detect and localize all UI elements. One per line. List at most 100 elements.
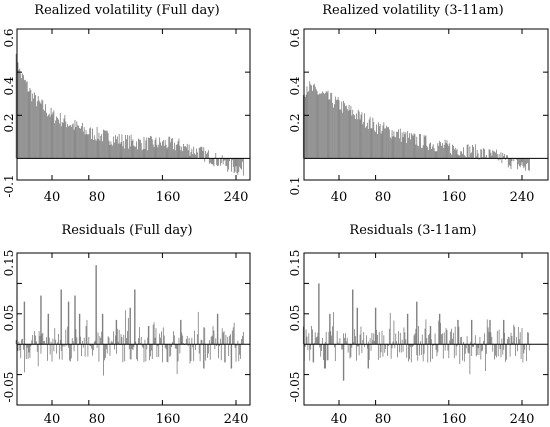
bar — [517, 344, 518, 352]
bar — [84, 344, 86, 357]
bar — [129, 307, 131, 345]
bar — [353, 114, 355, 159]
bar — [407, 131, 409, 159]
bar — [98, 132, 100, 159]
bar — [234, 344, 236, 348]
bar — [128, 135, 130, 159]
bar — [222, 158, 224, 165]
bar — [332, 102, 334, 159]
bar — [450, 331, 452, 345]
bar — [360, 326, 362, 345]
bar — [394, 136, 396, 159]
bar — [506, 155, 508, 159]
bar — [501, 338, 503, 345]
bar — [314, 86, 316, 159]
bar — [99, 336, 101, 345]
bar — [144, 148, 146, 159]
bar — [404, 332, 406, 345]
bar — [60, 344, 62, 351]
bar — [311, 325, 312, 345]
bar — [138, 139, 140, 159]
bar — [474, 343, 475, 345]
bar — [74, 295, 76, 345]
bar — [477, 344, 479, 349]
bar — [177, 141, 179, 159]
bar — [173, 331, 174, 345]
bar — [490, 152, 492, 159]
bar — [435, 151, 437, 159]
bar — [462, 344, 463, 361]
bar — [482, 157, 484, 159]
bar — [182, 335, 184, 345]
bar — [421, 147, 423, 159]
bar — [388, 129, 390, 159]
bar — [495, 344, 496, 356]
bar — [199, 147, 201, 159]
bar — [240, 158, 242, 169]
bar — [129, 344, 131, 360]
bar — [429, 143, 430, 159]
bar — [313, 342, 315, 345]
bar — [381, 130, 383, 159]
bar — [370, 344, 372, 351]
bar — [403, 327, 405, 345]
bar — [337, 342, 339, 345]
bar — [184, 146, 185, 159]
bar — [64, 114, 66, 159]
bar — [130, 134, 132, 159]
bar — [220, 158, 222, 163]
bar — [506, 344, 507, 360]
bar — [444, 344, 446, 351]
bar — [152, 144, 154, 159]
bar — [160, 337, 161, 345]
bar — [100, 338, 102, 345]
bar — [239, 344, 241, 355]
bar — [515, 344, 517, 357]
bar — [170, 344, 172, 356]
bar — [228, 344, 230, 356]
bar — [133, 344, 135, 348]
bar — [46, 116, 48, 159]
bar — [419, 133, 420, 159]
bar — [28, 344, 30, 353]
bar — [443, 144, 445, 159]
bar — [469, 344, 471, 375]
bar — [351, 115, 353, 159]
bar — [481, 344, 483, 352]
bar — [58, 123, 60, 159]
bar — [40, 344, 42, 354]
bar — [46, 337, 47, 345]
bar — [316, 336, 318, 345]
bar — [161, 344, 163, 363]
bar — [424, 136, 426, 159]
bar — [81, 344, 82, 357]
bar — [384, 128, 386, 159]
bar — [121, 337, 123, 345]
bar — [119, 143, 121, 159]
bar — [138, 327, 140, 345]
bar — [409, 344, 410, 360]
bar — [115, 344, 117, 354]
bar — [175, 344, 177, 349]
bar — [420, 147, 422, 159]
bar — [77, 344, 79, 362]
bar — [203, 327, 205, 345]
bar — [198, 147, 200, 159]
bar — [334, 344, 336, 362]
bar — [446, 329, 448, 345]
bar — [55, 339, 57, 345]
bar — [214, 344, 216, 350]
bar — [305, 329, 307, 345]
panel-1-xtick: 240 — [224, 190, 249, 205]
bar — [513, 158, 515, 162]
bar — [231, 330, 233, 345]
bar — [470, 153, 472, 159]
bar — [195, 344, 196, 351]
bar — [443, 332, 445, 345]
bar — [152, 324, 154, 345]
bar — [355, 113, 357, 159]
bar — [403, 131, 405, 159]
bar — [166, 148, 168, 159]
bar — [344, 106, 346, 159]
bar — [76, 337, 78, 345]
